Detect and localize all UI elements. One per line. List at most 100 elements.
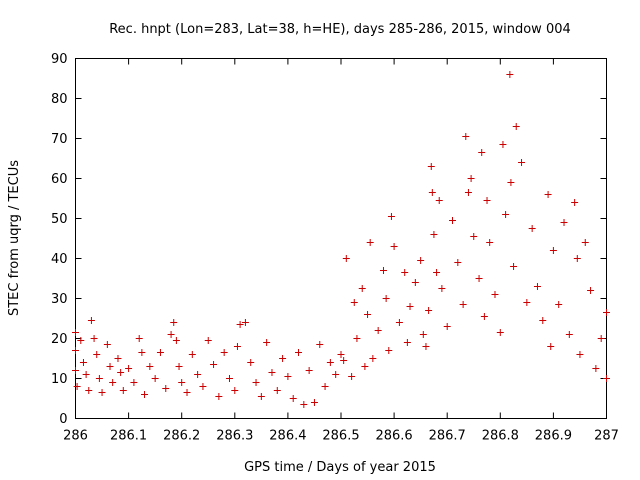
data-point <box>93 351 101 358</box>
data-point <box>353 335 361 342</box>
x-tick-label: 286.4 <box>269 429 306 444</box>
data-point <box>430 231 438 238</box>
data-point <box>300 401 308 408</box>
data-point <box>603 309 610 316</box>
data-point <box>215 393 223 400</box>
data-point <box>382 295 390 302</box>
data-point <box>454 259 462 266</box>
data-point <box>390 243 398 250</box>
data-point <box>427 163 435 170</box>
data-point <box>565 331 573 338</box>
data-point <box>387 213 395 220</box>
data-point <box>571 199 579 206</box>
data-point <box>475 275 483 282</box>
data-point <box>247 359 255 366</box>
y-tick-label: 70 <box>51 132 68 147</box>
data-point <box>135 335 143 342</box>
data-point <box>172 337 180 344</box>
data-point <box>491 291 499 298</box>
data-point <box>576 351 584 358</box>
data-point <box>581 239 589 246</box>
data-point <box>417 257 425 264</box>
y-tick-label: 50 <box>51 212 68 227</box>
data-point <box>210 361 218 368</box>
data-point <box>459 301 467 308</box>
data-point <box>167 331 175 338</box>
data-point <box>449 217 457 224</box>
data-point <box>268 369 276 376</box>
y-tick-label: 60 <box>51 172 68 187</box>
data-point <box>499 141 507 148</box>
data-point <box>358 285 366 292</box>
data-point <box>401 269 409 276</box>
data-point <box>90 335 98 342</box>
data-point <box>220 349 228 356</box>
x-tick-label: 286.1 <box>110 429 147 444</box>
data-point <box>528 225 536 232</box>
data-point <box>310 399 318 406</box>
data-point <box>284 373 292 380</box>
data-point <box>342 255 350 262</box>
data-point <box>560 219 568 226</box>
data-point <box>369 355 377 362</box>
data-point <box>117 369 125 376</box>
x-tick-label: 286.6 <box>375 429 412 444</box>
data-point <box>279 355 287 362</box>
data-point <box>87 317 95 324</box>
data-point <box>587 287 595 294</box>
data-point <box>403 339 411 346</box>
data-point <box>233 343 241 350</box>
y-axis-label: STEC from uqrg / TECUs <box>7 160 22 316</box>
data-point <box>204 337 212 344</box>
data-point <box>194 371 202 378</box>
data-point <box>547 343 555 350</box>
data-point <box>106 363 114 370</box>
x-tick-label: 286.8 <box>482 429 519 444</box>
data-point <box>257 393 265 400</box>
data-point <box>72 367 79 374</box>
data-point <box>252 379 260 386</box>
data-point <box>422 343 430 350</box>
data-point <box>316 341 324 348</box>
data-point <box>395 319 403 326</box>
data-point <box>502 211 510 218</box>
data-point <box>236 321 244 328</box>
data-point <box>592 365 600 372</box>
data-point <box>199 383 207 390</box>
data-point <box>523 299 531 306</box>
data-point <box>603 375 610 382</box>
data-point <box>597 335 605 342</box>
data-point <box>555 301 563 308</box>
data-point <box>337 351 345 358</box>
x-tick-label: 286 <box>63 429 88 444</box>
data-point <box>138 349 146 356</box>
x-tick-label: 286.9 <box>535 429 572 444</box>
data-point <box>82 371 90 378</box>
y-tick-label: 10 <box>51 372 68 387</box>
data-point <box>77 337 85 344</box>
data-point <box>425 307 433 314</box>
data-point <box>573 255 581 262</box>
x-axis: 286 286.1 286.2 286.3 286.4 286.5 286.6 286.7 28… <box>63 58 619 444</box>
data-point <box>289 395 297 402</box>
chart-title: Rec. hnpt (Lon=283, Lat=38, h=HE), days … <box>109 22 571 37</box>
plot-frame <box>75 58 607 419</box>
data-point <box>340 357 348 364</box>
data-point <box>464 189 472 196</box>
data-point <box>506 71 514 78</box>
y-tick-label: 80 <box>51 92 68 107</box>
data-point <box>467 175 475 182</box>
data-point <box>95 375 103 382</box>
data-point <box>130 379 138 386</box>
data-point <box>361 363 369 370</box>
data-point <box>438 285 446 292</box>
x-tick-label: 287 <box>594 429 619 444</box>
data-point <box>364 311 372 318</box>
data-point <box>419 331 427 338</box>
data-point <box>141 391 149 398</box>
data-point <box>156 349 164 356</box>
x-tick-label: 286.2 <box>163 429 200 444</box>
y-tick-label: 90 <box>51 52 68 67</box>
x-axis-label: GPS time / Days of year 2015 <box>244 460 436 475</box>
